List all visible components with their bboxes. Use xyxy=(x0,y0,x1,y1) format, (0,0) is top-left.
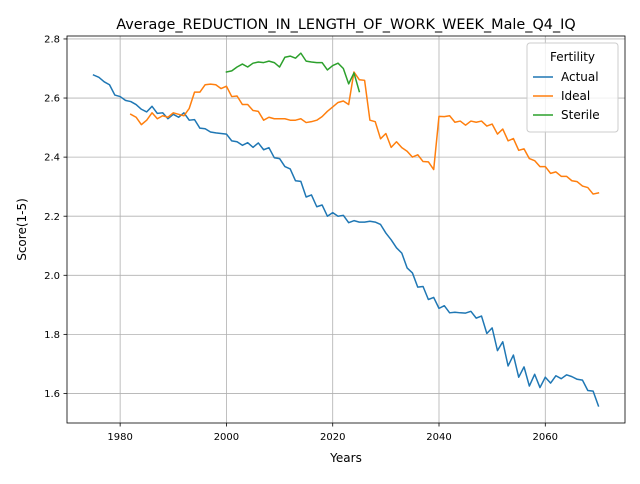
legend: Fertility Actual Ideal Sterile xyxy=(526,42,619,133)
legend-label-actual: Actual xyxy=(561,70,599,84)
chart-title: Average_REDUCTION_IN_LENGTH_OF_WORK_WEEK… xyxy=(116,17,575,33)
x-tick-label: 2000 xyxy=(214,432,239,443)
x-tick-label: 1980 xyxy=(107,432,132,443)
legend-label-ideal: Ideal xyxy=(561,89,590,103)
y-tick-label: 2.2 xyxy=(44,212,60,223)
plot-frame xyxy=(66,35,626,424)
y-tick-label: 2.4 xyxy=(44,153,60,164)
series-line-sterile xyxy=(225,52,361,93)
y-tick-label: 1.6 xyxy=(44,389,60,400)
legend-entries: Actual Ideal Sterile xyxy=(533,70,600,122)
x-tick-label: 2060 xyxy=(533,432,558,443)
x-tick-label: 2040 xyxy=(426,432,451,443)
series-line-actual xyxy=(92,74,600,407)
y-tick-label: 2.0 xyxy=(44,271,60,282)
legend-box xyxy=(526,42,619,133)
y-tick-label: 2.6 xyxy=(44,94,60,105)
legend-title: Fertility xyxy=(550,50,595,64)
legend-label-sterile: Sterile xyxy=(561,108,600,122)
x-axis-label: Years xyxy=(329,451,362,465)
y-axis-label: Score(1-5) xyxy=(15,198,29,261)
series-lines xyxy=(92,52,600,407)
y-tick-label: 2.8 xyxy=(44,35,60,46)
series-line-ideal xyxy=(129,71,600,195)
y-tick-label: 1.8 xyxy=(44,330,60,341)
x-tick-label: 2020 xyxy=(320,432,345,443)
axis-ticks: 1980 2000 2020 2040 2060 1.6 1.8 2.0 2.2 2.4 2.6 2.… xyxy=(44,35,558,443)
